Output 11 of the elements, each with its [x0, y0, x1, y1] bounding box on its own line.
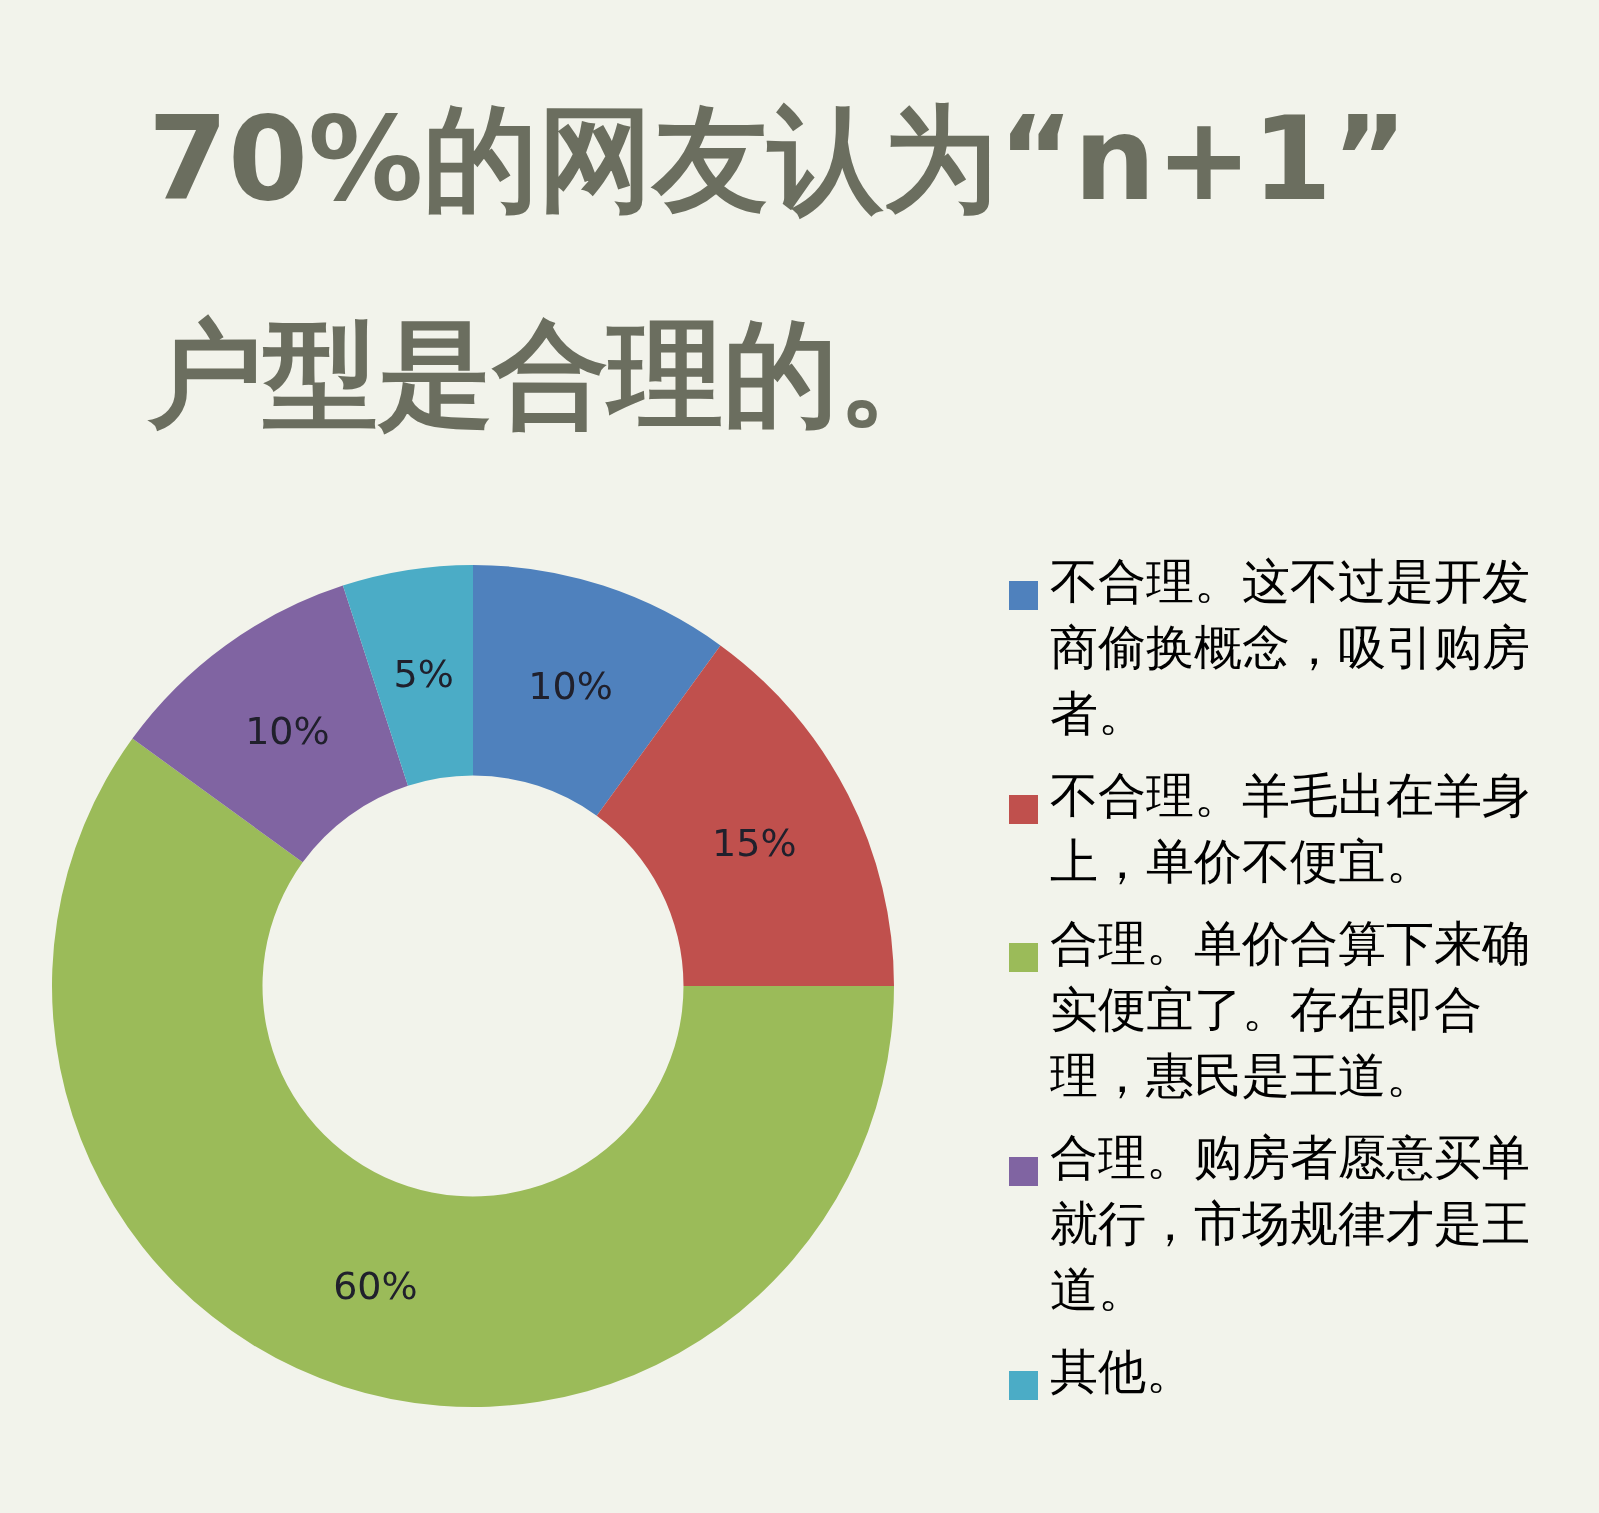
legend-label: 合理。购房者愿意买单就行，市场规律才是王道。 [1050, 1128, 1531, 1319]
data-label: 10% [528, 663, 613, 708]
data-label: 10% [245, 708, 330, 753]
legend-label: 其他。 [1050, 1342, 1195, 1401]
legend-label: 不合理。羊毛出在羊身上，单价不便宜。 [1050, 766, 1531, 891]
data-label: 5% [393, 652, 454, 697]
legend-label: 合理。单价合算下来确实便宜了。存在即合理，惠民是王道。 [1050, 914, 1531, 1105]
data-label: 15% [712, 820, 797, 865]
chart-title: 70%的网友认为“n+1”户型是合理的。 [148, 91, 1409, 443]
legend-label: 不合理。这不过是开发商偷换概念，吸引购房者。 [1050, 552, 1531, 743]
data-label: 60% [333, 1264, 418, 1309]
